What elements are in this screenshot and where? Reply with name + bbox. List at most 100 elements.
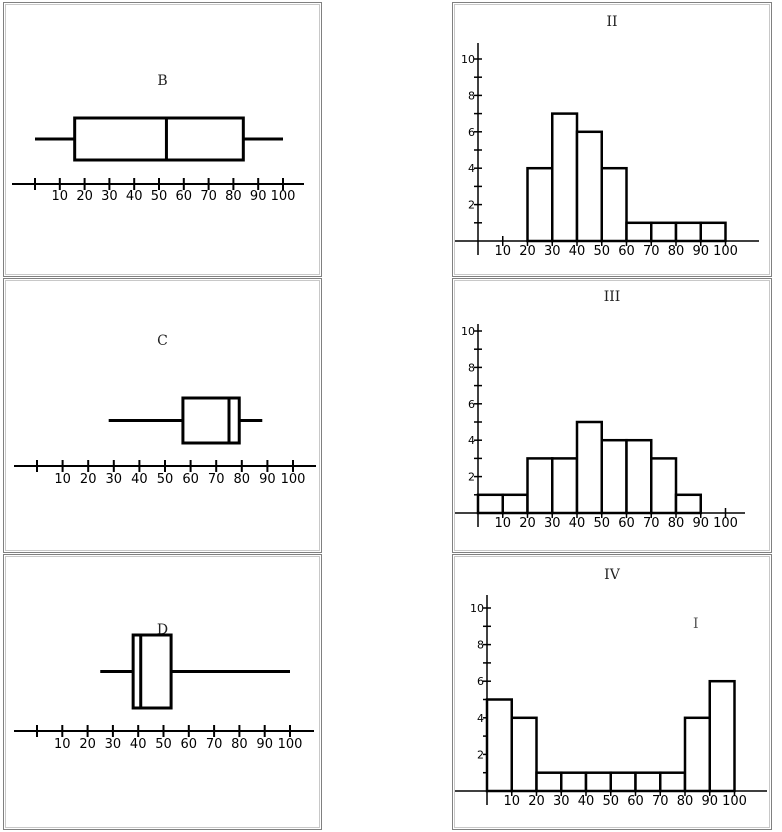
histogram-bar <box>510 716 538 793</box>
histogram-bar <box>526 457 554 515</box>
histogram-bar <box>683 716 711 793</box>
histogram-iv: 10 20 30 40 50 60 70 80 90 100 2 4 6 8 10 I <box>455 595 767 809</box>
box-iqr <box>73 116 245 162</box>
x-tick-label: 90 <box>256 737 273 752</box>
chart-title-b: B <box>157 73 168 89</box>
y-tick-label: 2 <box>468 471 475 484</box>
x-tick-label: 60 <box>627 794 644 809</box>
x-tick-label: 40 <box>130 737 147 752</box>
histogram-bar <box>625 221 653 243</box>
y-tick-label: 8 <box>468 89 475 102</box>
histogram-bar <box>476 493 504 515</box>
histogram-bar <box>584 771 612 793</box>
stray-mark: I <box>693 616 699 632</box>
x-tick-label: 20 <box>519 244 536 259</box>
x-tick-label: 70 <box>643 516 660 531</box>
histogram-bar <box>526 166 554 243</box>
y-tick-label: 10 <box>461 325 475 338</box>
x-tick-label: 30 <box>106 472 123 487</box>
x-tick-label: 10 <box>494 244 511 259</box>
histogram-bar <box>485 698 513 793</box>
x-tick-label: 90 <box>250 189 267 204</box>
histogram-bar <box>575 420 603 515</box>
x-tick-label: 50 <box>155 737 172 752</box>
x-tick-label: 20 <box>528 794 545 809</box>
x-tick-label: 10 <box>52 189 69 204</box>
x-tick-label: 100 <box>271 189 296 204</box>
y-tick-label: 8 <box>477 639 484 652</box>
box-iqr <box>131 633 173 710</box>
y-tick-label: 6 <box>468 398 475 411</box>
y-tick-label: 4 <box>468 434 475 447</box>
x-tick-label: 80 <box>231 737 248 752</box>
y-tick-label: 6 <box>477 675 484 688</box>
y-tick-label: 8 <box>468 361 475 374</box>
histogram-bar <box>659 771 687 793</box>
x-tick-label: 80 <box>225 189 242 204</box>
x-tick-label: 10 <box>54 472 71 487</box>
x-tick-label: 70 <box>208 472 225 487</box>
boxplot-b: 10 20 30 40 50 60 70 80 90 100 <box>12 116 304 204</box>
x-tick-label: 50 <box>593 244 610 259</box>
y-tick-label: 4 <box>468 162 475 175</box>
y-tick-label: 4 <box>477 712 484 725</box>
y-tick-label: 2 <box>468 199 475 212</box>
panel-hist-iv: IV 10 20 30 40 50 60 70 80 90 100 2 4 6 8 10 I <box>452 554 772 830</box>
x-tick-label: 20 <box>76 189 93 204</box>
x-tick-label: 10 <box>494 516 511 531</box>
x-tick-label: 70 <box>200 189 217 204</box>
chart-title-c: C <box>157 333 168 349</box>
x-tick-label: 50 <box>151 189 168 204</box>
x-tick-label: 60 <box>176 189 193 204</box>
x-tick-label: 70 <box>652 794 669 809</box>
x-tick-label: 100 <box>278 737 303 752</box>
panel-box-c: C 10 20 30 40 50 60 70 80 90 100 <box>3 278 322 553</box>
histogram-iii: 10 20 30 40 50 60 70 80 90 100 2 4 6 8 10 <box>455 324 745 531</box>
histogram-ii: 10 20 30 40 50 60 70 80 90 100 2 4 6 8 10 <box>455 43 759 259</box>
histogram-bar <box>600 166 628 243</box>
x-tick-label: 100 <box>713 244 738 259</box>
histogram-bar <box>535 771 563 793</box>
x-tick-label: 20 <box>80 472 97 487</box>
histogram-bar <box>600 438 628 515</box>
panel-box-b: B 10 20 30 40 50 60 70 80 90 100 <box>3 2 322 277</box>
histogram-bar <box>560 771 588 793</box>
x-tick-label: 80 <box>668 244 685 259</box>
panel-hist-iii: III 10 20 30 40 50 60 70 80 90 100 2 4 6 8 10 <box>452 278 772 553</box>
x-tick-label: 70 <box>643 244 660 259</box>
x-tick-label: 40 <box>578 794 595 809</box>
boxplot-d: 10 20 30 40 50 60 70 80 90 100 <box>14 633 314 752</box>
y-tick-label: 2 <box>477 748 484 761</box>
x-tick-label: 90 <box>692 244 709 259</box>
x-tick-label: 20 <box>519 516 536 531</box>
x-tick-label: 40 <box>131 472 148 487</box>
x-tick-label: 30 <box>105 737 122 752</box>
y-tick-label: 10 <box>461 53 475 66</box>
histogram-bar <box>575 130 603 243</box>
chart-title-iv: IV <box>604 567 620 583</box>
x-tick-label: 30 <box>101 189 118 204</box>
x-tick-label: 40 <box>569 244 586 259</box>
x-tick-label: 30 <box>553 794 570 809</box>
panel-hist-ii: II 10 20 30 40 50 60 70 80 90 100 2 4 6 8 10 <box>452 2 772 277</box>
chart-title-ii: II <box>606 14 618 30</box>
x-tick-label: 50 <box>602 794 619 809</box>
x-tick-label: 50 <box>593 516 610 531</box>
x-tick-label: 60 <box>618 516 635 531</box>
histogram-bar <box>501 493 529 515</box>
x-tick-label: 30 <box>544 516 561 531</box>
histogram-bar <box>674 221 702 243</box>
x-tick-label: 100 <box>722 794 747 809</box>
x-tick-label: 80 <box>234 472 251 487</box>
x-tick-label: 10 <box>503 794 520 809</box>
x-tick-label: 100 <box>281 472 306 487</box>
x-tick-label: 90 <box>259 472 276 487</box>
histogram-bar <box>674 493 702 515</box>
box-iqr <box>181 396 241 445</box>
x-tick-label: 30 <box>544 244 561 259</box>
panel-box-d: D 10 20 30 40 50 60 70 80 90 100 <box>3 554 322 830</box>
x-tick-label: 60 <box>182 472 199 487</box>
x-tick-label: 20 <box>79 737 96 752</box>
x-tick-label: 90 <box>692 516 709 531</box>
chart-title-d: D <box>156 622 169 638</box>
